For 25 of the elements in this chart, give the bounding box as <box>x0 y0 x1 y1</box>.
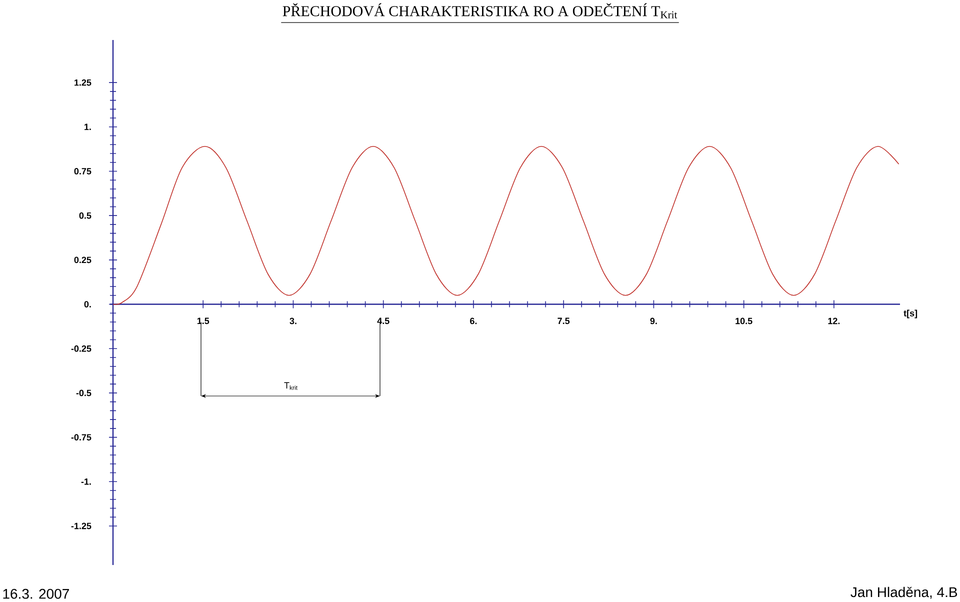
x-tick-label: 3. <box>290 318 296 324</box>
y-tick-label: -1.25 <box>71 522 92 530</box>
text: 16.3. 2007 <box>3 588 69 599</box>
x-tick-label: 10.5 <box>736 318 752 324</box>
line-series <box>112 146 900 305</box>
y-tick-label: 0.25 <box>74 256 92 264</box>
y-tick-label: -0.5 <box>76 390 92 396</box>
y-tick-label: 0.5 <box>79 212 92 219</box>
text: Jan Hladěna, 4.B <box>850 586 958 599</box>
y-tick-label: 0. <box>84 301 91 308</box>
chart-title: PŘECHODOVÁ CHARAKTERISTIKA RO A ODEČTENÍ T$_{Krit}$ <box>282 3 678 18</box>
x-tick-label: 9. <box>650 318 657 324</box>
y-tick-label: 1.25 <box>74 79 92 86</box>
x-tick-label: 1.5 <box>197 318 210 324</box>
y-tick-label: 0.75 <box>74 168 92 174</box>
x-tick-label: 7.5 <box>558 318 570 324</box>
x-tick-label: 6. <box>470 318 477 324</box>
y-tick-label: -0.75 <box>71 434 92 440</box>
y-tick-label: -1. <box>81 478 91 485</box>
annotation: T$_{krit}$ <box>284 382 298 390</box>
x-tick-label: 4.5 <box>377 318 390 324</box>
x-tick-label: 12. <box>828 318 840 324</box>
y-tick-label: 1. <box>84 124 91 130</box>
x-axis-title: t[s] <box>904 310 918 318</box>
y-tick-label: -0.25 <box>71 345 92 352</box>
